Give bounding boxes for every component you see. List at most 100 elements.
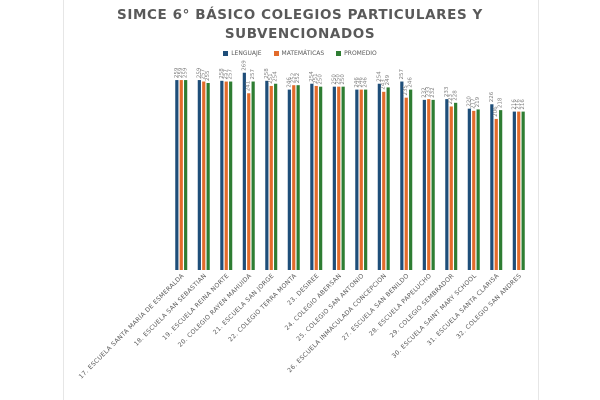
data-label: 223 bbox=[448, 93, 454, 104]
legend-label-promedio: PROMEDIO bbox=[344, 50, 377, 57]
chart-legend: LENGUAJE MATEMÁTICAS PROMEDIO bbox=[63, 50, 537, 57]
bar bbox=[517, 111, 521, 270]
data-label: 250 bbox=[318, 74, 324, 85]
data-label: 250 bbox=[331, 74, 337, 85]
data-label: 246 bbox=[286, 77, 292, 88]
bar bbox=[314, 85, 318, 270]
bar bbox=[431, 99, 435, 270]
bar bbox=[341, 86, 345, 271]
legend-label-matematicas: MATEMÁTICAS bbox=[281, 50, 325, 57]
legend-swatch-lenguaje bbox=[223, 51, 229, 56]
data-label: 257 bbox=[250, 69, 256, 80]
bar bbox=[269, 85, 273, 270]
data-label: 241 bbox=[246, 81, 252, 92]
bar bbox=[499, 110, 503, 270]
bar bbox=[242, 72, 246, 270]
bar bbox=[422, 99, 426, 270]
data-label: 243 bbox=[381, 79, 387, 90]
data-label: 259 bbox=[174, 67, 180, 78]
bar bbox=[409, 89, 413, 270]
bar bbox=[337, 86, 341, 271]
category-label: 17. ESCUELA SANTA MARÍA DE ESMERALDA bbox=[76, 271, 186, 381]
bar bbox=[296, 85, 300, 270]
legend-swatch-matematicas bbox=[273, 51, 279, 56]
data-label: 257 bbox=[223, 69, 229, 80]
data-label: 257 bbox=[399, 69, 405, 80]
bar bbox=[197, 80, 201, 270]
bar bbox=[287, 89, 291, 270]
data-label: 249 bbox=[385, 74, 391, 85]
data-label: 220 bbox=[466, 96, 472, 107]
legend-item-promedio: PROMEDIO bbox=[336, 50, 377, 57]
data-label: 259 bbox=[183, 67, 189, 78]
legend-label-lenguaje: LENGUAJE bbox=[231, 50, 262, 57]
bar bbox=[184, 80, 188, 270]
bar bbox=[355, 89, 359, 270]
bar bbox=[332, 86, 336, 271]
data-label: 218 bbox=[498, 97, 504, 108]
data-label: 246 bbox=[358, 77, 364, 88]
bar bbox=[292, 85, 296, 270]
data-label: 252 bbox=[291, 73, 297, 84]
bar bbox=[454, 102, 458, 270]
bar bbox=[512, 111, 516, 270]
bar bbox=[400, 81, 404, 271]
data-label: 206 bbox=[493, 106, 499, 117]
data-label: 250 bbox=[340, 74, 346, 85]
bar bbox=[449, 106, 453, 270]
bar bbox=[490, 104, 494, 271]
data-label: 216 bbox=[511, 99, 517, 110]
chart-frame bbox=[63, 0, 539, 400]
data-label: 252 bbox=[295, 73, 301, 84]
data-label: 254 bbox=[273, 71, 279, 82]
category-label: 30. ESCUELA SAINT MARY SCHOOL bbox=[391, 272, 479, 360]
data-label: 233 bbox=[426, 86, 432, 97]
data-label: 258 bbox=[219, 68, 225, 79]
data-label: 259 bbox=[196, 67, 202, 78]
bar bbox=[265, 80, 269, 270]
data-label: 246 bbox=[363, 77, 369, 88]
bar bbox=[220, 80, 224, 270]
legend-item-matematicas: MATEMÁTICAS bbox=[273, 50, 325, 57]
data-label: 246 bbox=[354, 77, 360, 88]
data-label: 250 bbox=[336, 74, 342, 85]
bar bbox=[206, 83, 210, 270]
bar bbox=[445, 99, 449, 270]
legend-swatch-promedio bbox=[336, 51, 342, 56]
data-label: 216 bbox=[516, 99, 522, 110]
data-label: 228 bbox=[453, 90, 459, 101]
bar bbox=[377, 83, 381, 270]
bar bbox=[476, 109, 480, 271]
data-label: 254 bbox=[309, 71, 315, 82]
bar bbox=[179, 80, 183, 270]
data-label: 219 bbox=[475, 96, 481, 107]
data-label: 258 bbox=[264, 68, 270, 79]
data-label: 251 bbox=[313, 73, 319, 84]
bar bbox=[494, 118, 498, 270]
bar bbox=[386, 87, 390, 271]
bar bbox=[274, 83, 278, 270]
bar bbox=[310, 83, 314, 270]
data-label: 251 bbox=[268, 73, 274, 84]
data-label: 217 bbox=[471, 98, 477, 109]
bar bbox=[472, 110, 476, 270]
data-label: 269 bbox=[241, 60, 247, 71]
data-label: 255 bbox=[205, 70, 211, 81]
bar bbox=[247, 93, 251, 271]
bar bbox=[229, 81, 233, 271]
bar bbox=[467, 108, 471, 271]
data-label: 216 bbox=[520, 99, 526, 110]
data-label: 259 bbox=[178, 67, 184, 78]
data-label: 232 bbox=[430, 87, 436, 98]
bar bbox=[364, 89, 368, 270]
chart-title: SIMCE 6° BÁSICO COLEGIOS PARTICULARES Y … bbox=[117, 7, 483, 42]
bar bbox=[224, 81, 228, 271]
data-label: 226 bbox=[489, 91, 495, 102]
bar bbox=[319, 86, 323, 271]
data-label: 235 bbox=[403, 85, 409, 96]
data-label: 254 bbox=[376, 71, 382, 82]
bar bbox=[251, 81, 255, 271]
bar bbox=[175, 80, 179, 270]
data-label: 232 bbox=[421, 87, 427, 98]
